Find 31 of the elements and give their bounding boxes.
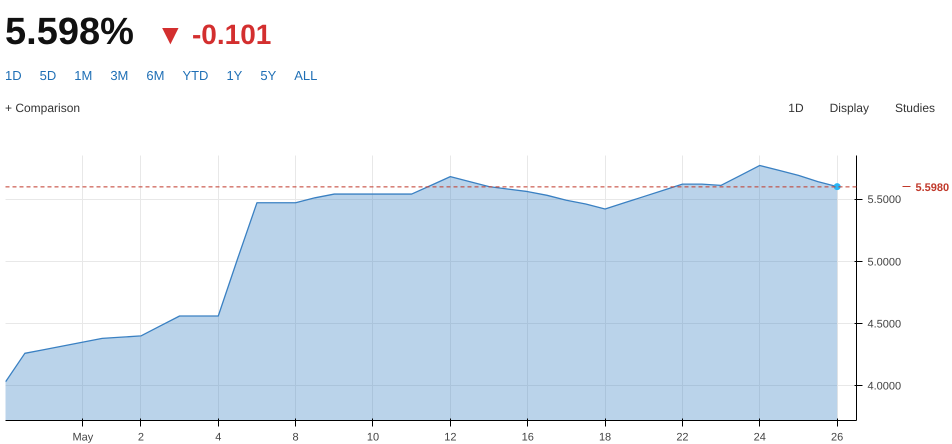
- text: YTD: [182, 68, 208, 84]
- y-tick-label: 4.0000: [868, 380, 902, 393]
- text: 5D: [40, 68, 56, 84]
- y-tick-label: 4.5000: [868, 318, 902, 330]
- x-tick-label: 2: [138, 432, 144, 444]
- y-tick-label: 5.5000: [868, 194, 902, 206]
- x-tick-label: 4: [215, 432, 222, 444]
- ref-line-label: 5.5980: [916, 182, 950, 194]
- text: 3M: [110, 68, 128, 84]
- text: 1D: [788, 100, 804, 115]
- text: ALL: [294, 68, 318, 84]
- y-tick-label: 5.0000: [868, 256, 902, 268]
- chart-title: 5.598%: [5, 11, 134, 53]
- text: 5Y: [260, 68, 276, 84]
- text: 1M: [74, 68, 92, 84]
- x-tick-label: 18: [598, 432, 612, 444]
- x-tick-label: 8: [292, 432, 299, 444]
- x-tick-label: 22: [676, 432, 689, 444]
- x-tick-label: May: [72, 432, 94, 444]
- text: 1Y: [226, 68, 242, 84]
- x-tick-label: 24: [754, 432, 766, 444]
- text: 1D: [5, 68, 22, 84]
- text: Studies: [894, 100, 935, 115]
- x-tick-label: 26: [831, 432, 844, 444]
- x-tick-label: 12: [444, 432, 456, 444]
- text: Display: [830, 100, 869, 115]
- x-tick-label: 10: [366, 432, 380, 444]
- text: 6M: [146, 68, 164, 84]
- x-tick-label: 16: [522, 432, 534, 444]
- chart-subtitle: ▼ -0.101: [156, 19, 272, 50]
- text: + Comparison: [5, 100, 80, 117]
